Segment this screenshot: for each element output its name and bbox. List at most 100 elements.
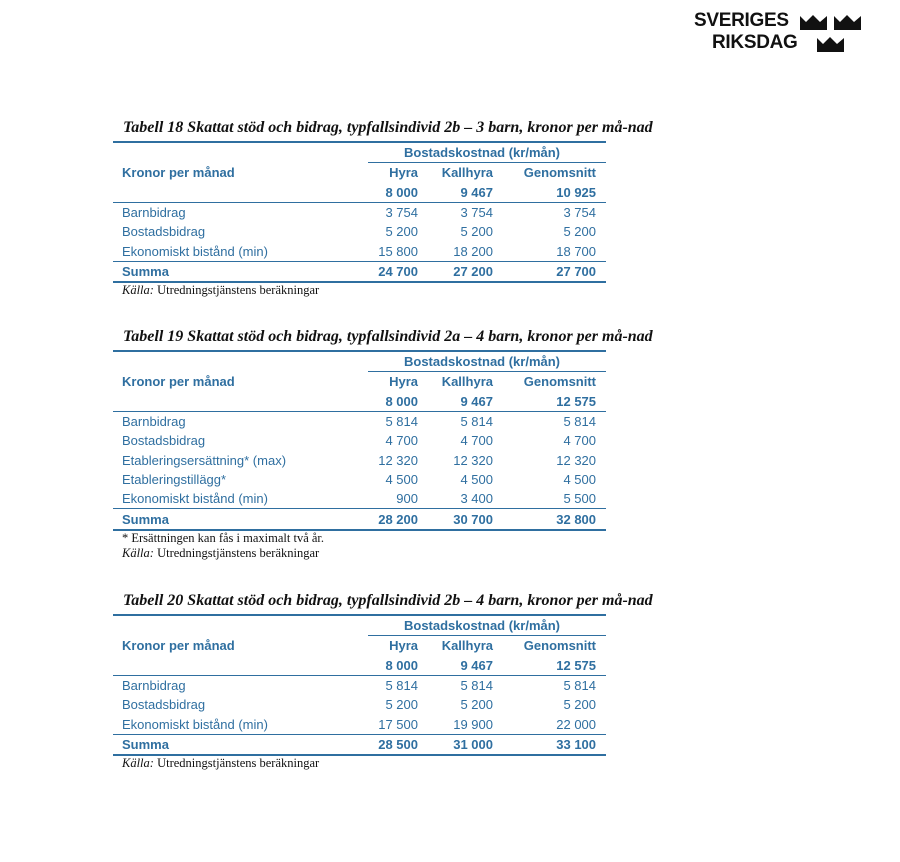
source-note: Källa: Utredningstjänstens beräkningar — [122, 283, 606, 298]
column-amount: 12 575 — [503, 391, 607, 412]
source-text: Utredningstjänstens beräkningar — [157, 283, 320, 298]
column-amount-row: 8 000 9 467 12 575 — [113, 391, 607, 412]
cell-value: 5 814 — [385, 414, 418, 430]
column-amount-row: 8 000 9 467 12 575 — [113, 655, 607, 676]
table-row: Bostadsbidrag 5 200 5 200 5 200 — [113, 222, 606, 241]
summary-value: 30 700 — [428, 508, 503, 531]
data-table: Bostadskostnad (kr/mån) Kronor per månad H… — [113, 350, 607, 531]
summary-value: 33 100 — [503, 733, 607, 757]
column-header-row: Kronor per månad Hyra Kallhyra Genomsnitt — [113, 163, 606, 183]
summary-value: 24 700 — [368, 260, 428, 284]
cell-value: 5 200 — [563, 697, 597, 713]
row-label: Ekonomiskt bistånd (min) — [122, 243, 268, 259]
row-label: Barnbidrag — [122, 414, 186, 430]
table-row: Barnbidrag 3 754 3 754 3 754 — [113, 202, 606, 222]
column-amount: 8 000 — [368, 391, 428, 412]
cell-value: 3 754 — [385, 205, 418, 221]
cell-value: 22 000 — [556, 716, 597, 732]
row-header: Kronor per månad — [122, 638, 235, 654]
source-label: Källa: — [122, 545, 154, 560]
row-label: Bostadsbidrag — [122, 224, 206, 240]
row-label: Ekonomiskt bistånd (min) — [122, 716, 268, 732]
summary-value: 32 800 — [503, 508, 607, 531]
source-text: Utredningstjänstens beräkningar — [157, 545, 320, 560]
cell-value: 5 814 — [460, 678, 493, 694]
spacer-cell — [113, 350, 368, 372]
footnote: * Ersättningen kan fås i maximalt två år… — [122, 530, 325, 545]
summary-row: Summa 24 700 27 200 27 700 — [113, 260, 607, 284]
column-amount: 9 467 — [428, 391, 503, 412]
group-header: Bostadskostnad (kr/mån) — [368, 614, 607, 637]
spacer-cell — [113, 182, 368, 203]
column-amount: 9 467 — [428, 182, 503, 203]
spacer-cell — [113, 655, 368, 676]
summary-value: 28 200 — [368, 508, 428, 531]
row-label: Bostadsbidrag — [122, 433, 206, 449]
cell-value: 4 700 — [563, 433, 597, 449]
column-header: Kallhyra — [441, 165, 493, 181]
table-row: Barnbidrag 5 814 5 814 5 814 — [113, 411, 606, 431]
cell-value: 19 900 — [453, 716, 493, 732]
cell-value: 4 500 — [460, 471, 493, 487]
cell-value: 12 320 — [556, 452, 597, 468]
source-note: Källa: Utredningstjänstens beräkningar — [122, 546, 606, 561]
column-header: Hyra — [389, 374, 418, 390]
row-label: Etableringsersättning* (max) — [122, 452, 287, 468]
cell-value: 17 500 — [378, 716, 418, 732]
cell-value: 4 500 — [563, 471, 597, 487]
summary-row: Summa 28 200 30 700 32 800 — [113, 508, 607, 531]
spacer-cell — [113, 141, 368, 163]
logo-line-2: RIKSDAG — [712, 32, 798, 53]
cell-value: 18 200 — [453, 243, 493, 259]
cell-value: 18 700 — [556, 243, 597, 259]
table-row: Bostadsbidrag 5 200 5 200 5 200 — [113, 695, 606, 714]
row-label: Barnbidrag — [122, 205, 186, 221]
table-section: Tabell 19 Skattat stöd och bidrag, typfa… — [113, 327, 653, 561]
column-header: Genomsnitt — [523, 374, 597, 390]
column-amount: 8 000 — [368, 655, 428, 676]
crown-icon — [817, 37, 844, 52]
row-label: Bostadsbidrag — [122, 697, 206, 713]
row-header: Kronor per månad — [122, 165, 235, 181]
cell-value: 4 700 — [460, 433, 493, 449]
cell-value: 15 800 — [378, 243, 418, 259]
column-header-row: Kronor per månad Hyra Kallhyra Genomsnitt — [113, 372, 606, 392]
crown-icon — [800, 15, 861, 30]
table-title: Tabell 18 Skattat stöd och bidrag, typfa… — [123, 119, 653, 136]
column-amount: 12 575 — [503, 655, 607, 676]
source-text: Utredningstjänstens beräkningar — [157, 756, 320, 771]
cell-value: 4 500 — [385, 471, 418, 487]
column-header: Genomsnitt — [523, 165, 597, 181]
group-header: Bostadskostnad (kr/mån) — [368, 141, 607, 164]
cell-value: 12 320 — [453, 452, 493, 468]
summary-label: Summa — [113, 260, 368, 284]
column-header: Kallhyra — [441, 638, 493, 654]
column-amount: 8 000 — [368, 182, 428, 203]
column-amount: 9 467 — [428, 655, 503, 676]
summary-label: Summa — [113, 508, 368, 531]
column-header: Hyra — [389, 638, 418, 654]
cell-value: 4 700 — [385, 433, 418, 449]
table-section: Tabell 20 Skattat stöd och bidrag, typfa… — [113, 591, 653, 771]
group-header-row: Bostadskostnad (kr/mån) — [113, 614, 607, 637]
row-header: Kronor per månad — [122, 374, 235, 390]
column-amount-row: 8 000 9 467 10 925 — [113, 182, 607, 203]
table-title: Tabell 19 Skattat stöd och bidrag, typfa… — [123, 328, 653, 345]
table-row: Etableringsersättning* (max) 12 320 12 320… — [113, 450, 606, 469]
spacer-cell — [113, 391, 368, 412]
table-row: Ekonomiskt bistånd (min) 15 800 18 200 18 7… — [113, 241, 606, 261]
cell-value: 5 500 — [563, 491, 597, 507]
table-row: Bostadsbidrag 4 700 4 700 4 700 — [113, 431, 606, 450]
table-row: Ekonomiskt bistånd (min) 17 500 19 900 22 0… — [113, 714, 606, 734]
summary-label: Summa — [113, 733, 368, 757]
data-table: Bostadskostnad (kr/mån) Kronor per månad H… — [113, 141, 607, 284]
cell-value: 3 400 — [460, 491, 493, 507]
table-row: Etableringstillägg* 4 500 4 500 4 500 — [113, 470, 606, 489]
cell-value: 5 814 — [563, 414, 597, 430]
cell-value: 5 200 — [385, 697, 418, 713]
table-row: Ekonomiskt bistånd (min) 900 3 400 5 500 — [113, 489, 606, 509]
data-table: Bostadskostnad (kr/mån) Kronor per månad H… — [113, 614, 607, 757]
cell-value: 5 200 — [385, 224, 418, 240]
row-label: Ekonomiskt bistånd (min) — [122, 491, 268, 507]
summary-value: 28 500 — [368, 733, 428, 757]
